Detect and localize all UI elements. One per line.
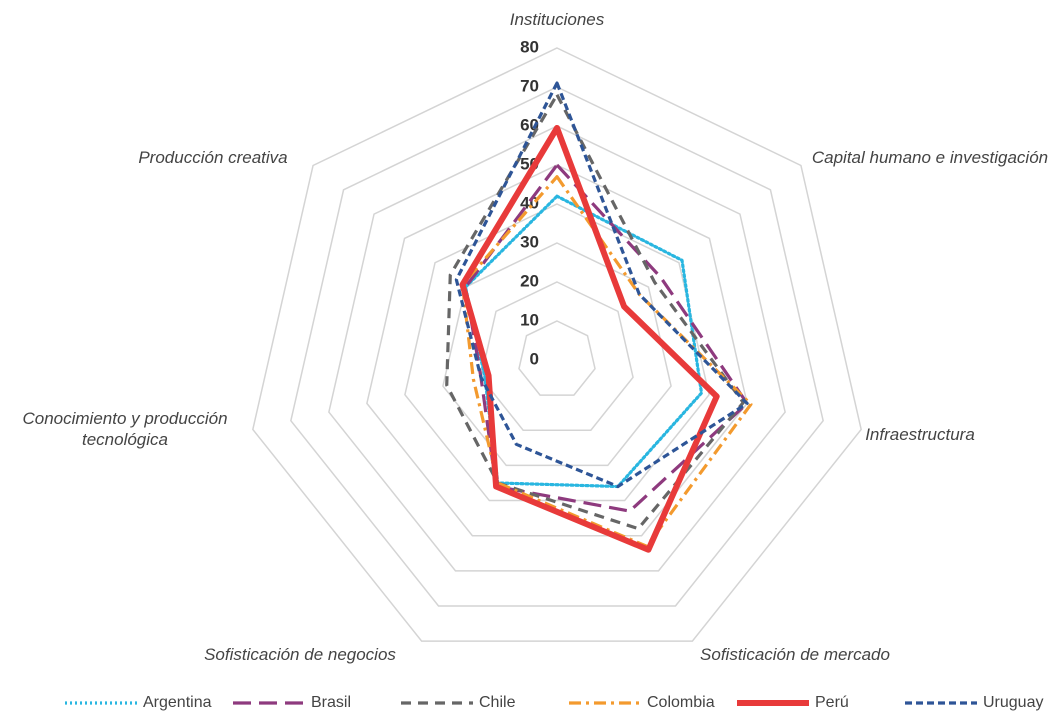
grid-ring	[328, 125, 786, 572]
category-label: Instituciones	[509, 10, 605, 29]
grid-ring	[518, 320, 596, 396]
legend-label: Uruguay	[983, 694, 1043, 711]
grid-ring	[252, 47, 862, 642]
legend-label: Brasil	[311, 694, 351, 711]
legend-label: Colombia	[647, 694, 715, 711]
r-tick-label: 70	[520, 76, 539, 95]
series-line	[454, 81, 749, 489]
series-line	[445, 93, 745, 531]
series-line	[460, 175, 753, 548]
legend-label: Chile	[479, 694, 516, 711]
category-label: Conocimiento y producción tecnológica	[22, 409, 228, 449]
legend-label: Argentina	[143, 694, 212, 711]
r-tick-label: 0	[530, 349, 539, 368]
grid-ring	[366, 164, 748, 537]
series-line	[463, 163, 749, 513]
r-tick-label: 30	[520, 232, 539, 251]
grid-ring	[290, 86, 824, 607]
series-line	[459, 124, 720, 553]
r-tick-label: 60	[520, 115, 539, 134]
category-label: Producción creativa	[138, 148, 288, 167]
category-label: Infraestructura	[865, 425, 975, 444]
category-label: Capital humano e investigación	[811, 148, 1049, 167]
r-tick-label: 10	[520, 310, 539, 329]
r-tick-label: 20	[520, 271, 539, 290]
category-label: Sofisticación de negocios	[204, 645, 396, 664]
grid-ring	[480, 281, 634, 432]
r-tick-label: 80	[520, 37, 539, 56]
category-label: Sofisticación de mercado	[700, 645, 890, 664]
legend-label: Perú	[815, 694, 849, 711]
